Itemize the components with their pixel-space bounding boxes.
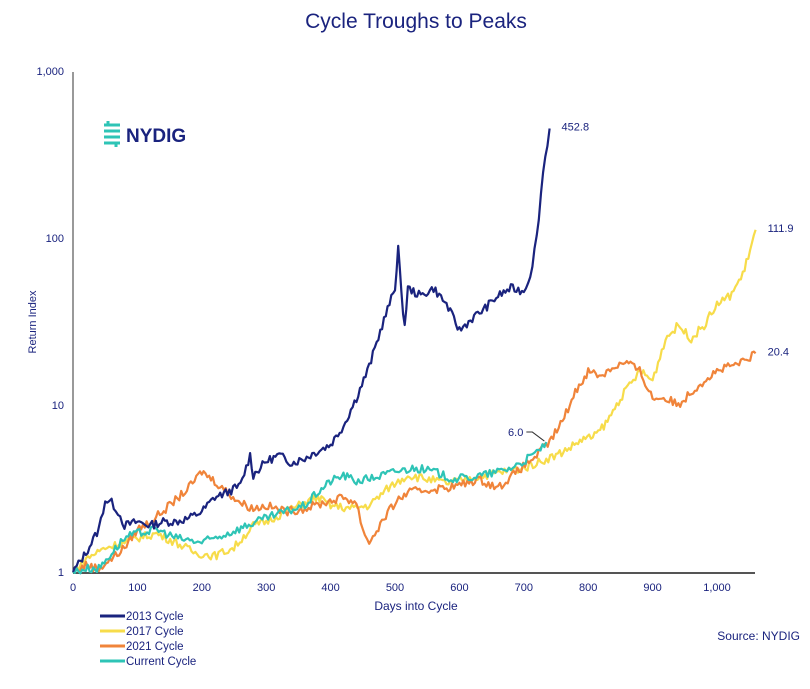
x-tick-label: 100 bbox=[128, 582, 146, 594]
nydig-logo-icon bbox=[104, 121, 120, 147]
series-line-2013-cycle bbox=[71, 128, 551, 573]
data-label: 111.9 bbox=[768, 223, 794, 235]
logo-text: NYDIG bbox=[126, 126, 186, 147]
x-tick-label: 700 bbox=[515, 582, 533, 594]
legend-label: 2021 Cycle bbox=[126, 641, 184, 653]
legend: 2013 Cycle 2017 Cycle 2021 Cycle Current Cy… bbox=[100, 611, 196, 668]
series-line-2017-cycle bbox=[72, 229, 757, 573]
legend-label: 2013 Cycle bbox=[126, 611, 184, 623]
nydig-logo: NYDIG bbox=[104, 121, 186, 147]
y-tick-label: 10 bbox=[52, 400, 64, 412]
x-tick-label: 200 bbox=[193, 582, 211, 594]
legend-label: 2017 Cycle bbox=[126, 626, 184, 638]
chart-title: Cycle Troughs to Peaks bbox=[305, 10, 527, 33]
x-axis-label: Days into Cycle bbox=[374, 599, 458, 613]
source-note: Source: NYDIG bbox=[717, 629, 800, 643]
y-axis-label: Return Index bbox=[27, 290, 39, 353]
y-tick-label: 100 bbox=[46, 233, 64, 245]
annotation-leader bbox=[526, 431, 545, 442]
data-label: 452.8 bbox=[562, 121, 590, 133]
legend-label: Current Cycle bbox=[126, 656, 196, 668]
x-tick-label: 300 bbox=[257, 582, 275, 594]
x-tick-label: 900 bbox=[643, 582, 661, 594]
x-tick-label: 1,000 bbox=[703, 582, 731, 594]
x-tick-label: 500 bbox=[386, 582, 404, 594]
x-tick-label: 600 bbox=[450, 582, 468, 594]
data-label: 6.0 bbox=[508, 427, 523, 439]
x-tick-label: 400 bbox=[321, 582, 339, 594]
y-tick-label: 1 bbox=[58, 567, 64, 579]
x-tick-label: 0 bbox=[70, 582, 76, 594]
y-tick-label: 1,000 bbox=[36, 66, 64, 78]
series-line-2021-cycle bbox=[72, 350, 757, 574]
data-label: 20.4 bbox=[768, 346, 789, 358]
x-tick-label: 800 bbox=[579, 582, 597, 594]
series-line-current-cycle bbox=[72, 441, 548, 575]
